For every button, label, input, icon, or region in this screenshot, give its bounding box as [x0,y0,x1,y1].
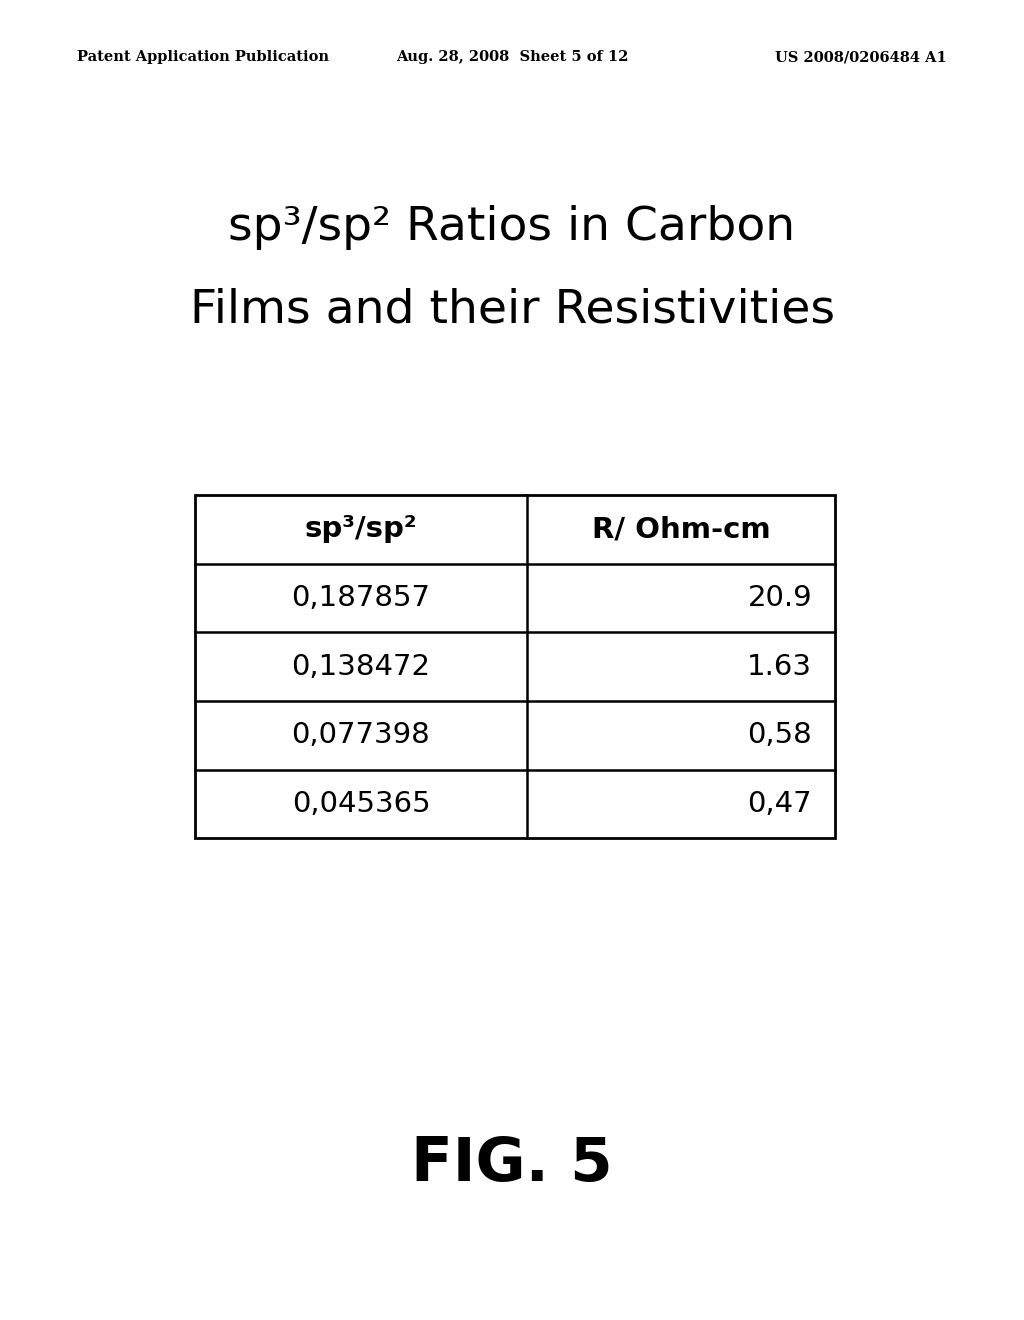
Text: 1.63: 1.63 [748,652,812,681]
Text: sp³/sp² Ratios in Carbon: sp³/sp² Ratios in Carbon [228,205,796,249]
Text: Aug. 28, 2008  Sheet 5 of 12: Aug. 28, 2008 Sheet 5 of 12 [395,50,629,65]
Bar [195,495,835,838]
Text: 20.9: 20.9 [748,583,812,612]
Text: 0,58: 0,58 [748,721,812,750]
Text: 0,077398: 0,077398 [292,721,430,750]
Text: sp³/sp²: sp³/sp² [305,515,417,544]
Text: 0,045365: 0,045365 [292,789,430,818]
Text: 0,187857: 0,187857 [292,583,430,612]
Text: Films and their Resistivities: Films and their Resistivities [189,288,835,333]
Text: 0,138472: 0,138472 [292,652,430,681]
Text: FIG. 5: FIG. 5 [412,1135,612,1193]
Text: Patent Application Publication: Patent Application Publication [77,50,329,65]
Text: 0,47: 0,47 [748,789,812,818]
Text: US 2008/0206484 A1: US 2008/0206484 A1 [775,50,947,65]
Text: R/ Ohm-cm: R/ Ohm-cm [592,515,770,544]
